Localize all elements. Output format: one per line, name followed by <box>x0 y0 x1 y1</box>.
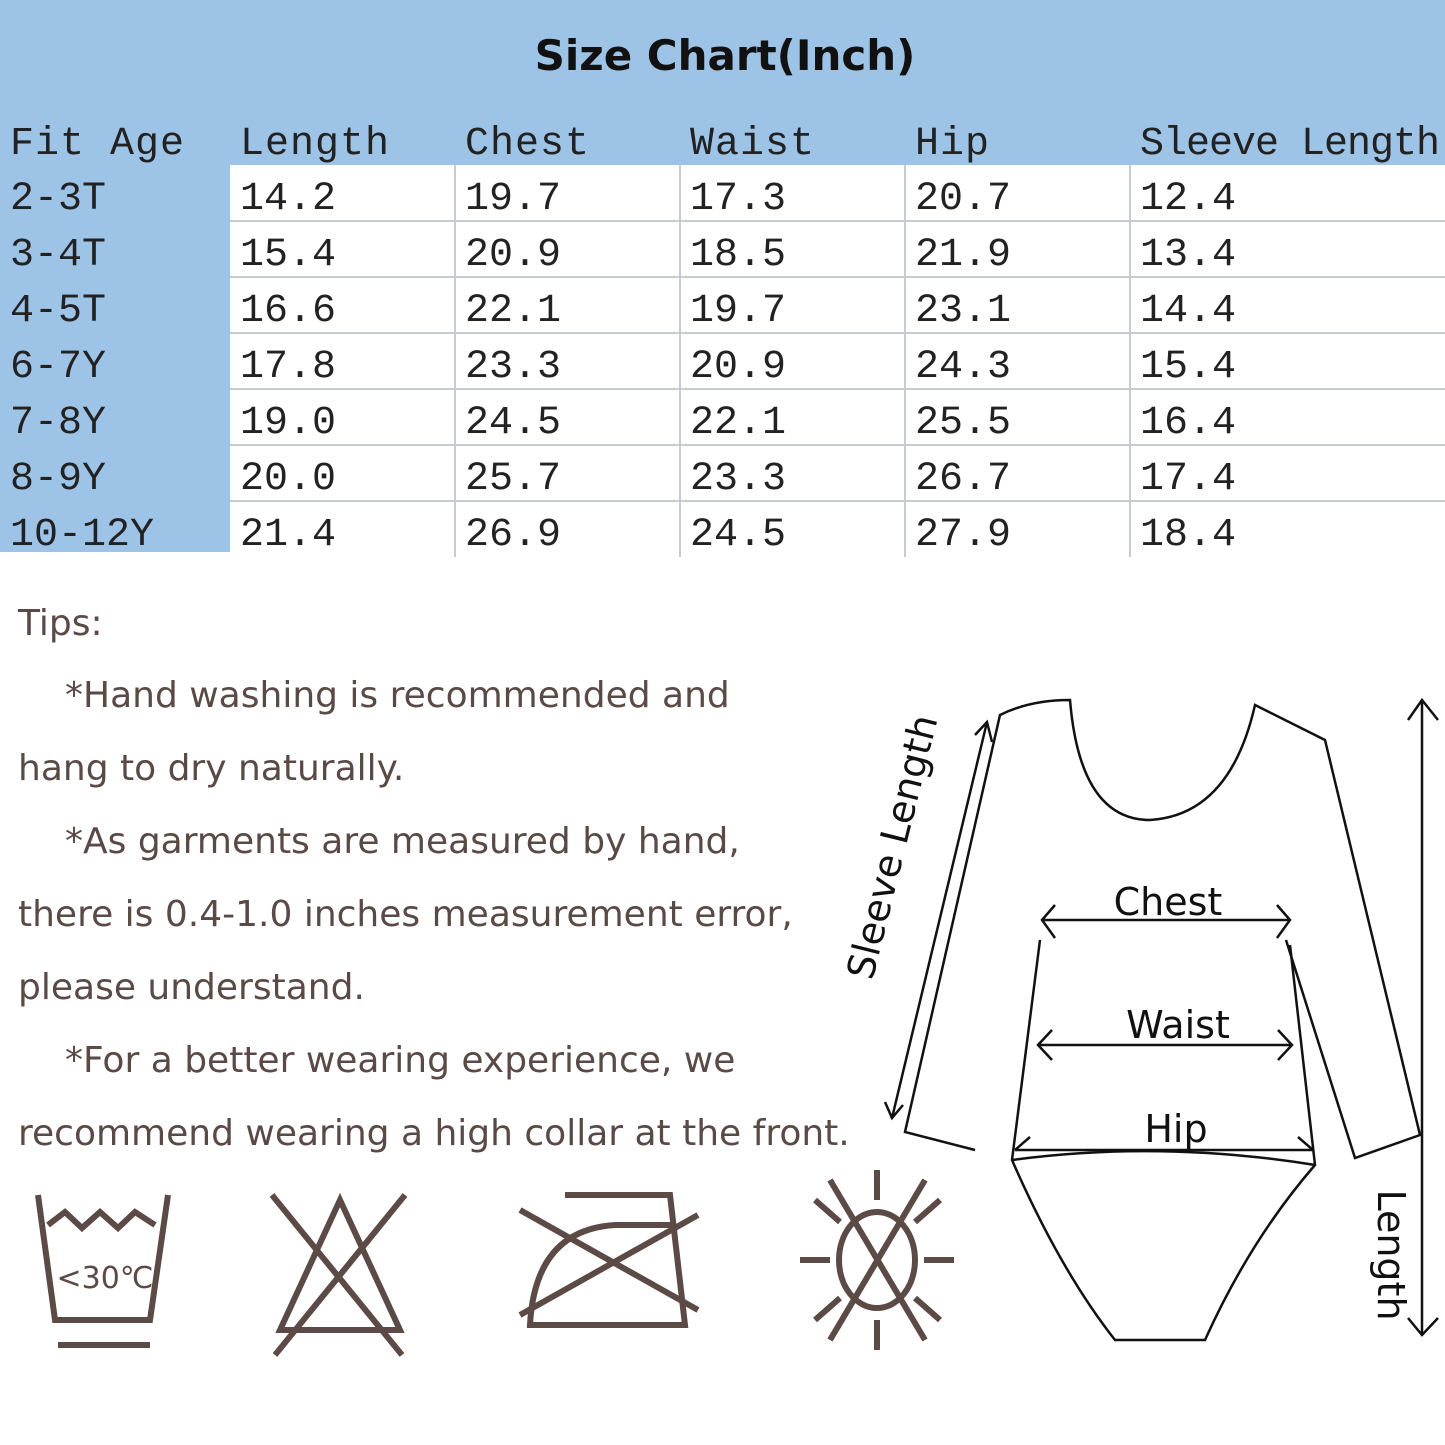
cell: 20.0 <box>240 457 336 502</box>
cell: 16.6 <box>240 289 336 334</box>
cell: 23.1 <box>915 289 1011 334</box>
tip-line: *As garments are measured by hand, <box>65 821 740 862</box>
cell: 22.1 <box>690 401 786 446</box>
wash-temp: <30℃ <box>56 1261 153 1296</box>
cell: 26.7 <box>915 457 1011 502</box>
hip-label: Hip <box>1144 1107 1207 1151</box>
cell: 7-8Y <box>10 401 106 446</box>
header-cell: Sleeve Length <box>1140 122 1439 167</box>
tip-line: hang to dry naturally. <box>18 748 404 789</box>
cell: 13.4 <box>1140 233 1236 278</box>
cell: 3-4T <box>10 233 106 278</box>
cell: 21.9 <box>915 233 1011 278</box>
cell: 15.4 <box>240 233 336 278</box>
tips-title: Tips: <box>17 603 103 644</box>
header-cell: Hip <box>915 122 990 167</box>
chest-label: Chest <box>1114 880 1223 924</box>
cell: 19.7 <box>690 289 786 334</box>
tip-line: *Hand washing is recommended and <box>65 675 730 716</box>
length-label: Length <box>1369 1189 1413 1320</box>
cell: 14.4 <box>1140 289 1236 334</box>
tip-line: please understand. <box>18 967 365 1008</box>
cell: 19.0 <box>240 401 336 446</box>
waist-label: Waist <box>1126 1003 1230 1047</box>
cell: 24.5 <box>690 513 786 558</box>
cell: 24.5 <box>465 401 561 446</box>
cell: 22.1 <box>465 289 561 334</box>
cell: 14.2 <box>240 177 336 222</box>
cell: 20.7 <box>915 177 1011 222</box>
cell: 2-3T <box>10 177 106 222</box>
cell: 15.4 <box>1140 345 1236 390</box>
cell: 18.5 <box>690 233 786 278</box>
first-column-band <box>0 165 230 552</box>
tip-line: there is 0.4-1.0 inches measurement erro… <box>18 894 793 935</box>
cell: 23.3 <box>465 345 561 390</box>
size-table: Fit Age Length Chest Waist Hip Sleeve Length 2… <box>10 122 1445 558</box>
cell: 25.7 <box>465 457 561 502</box>
cell: 24.3 <box>915 345 1011 390</box>
cell: 16.4 <box>1140 401 1236 446</box>
cell: 17.8 <box>240 345 336 390</box>
cell: 17.3 <box>690 177 786 222</box>
cell: 21.4 <box>240 513 336 558</box>
header-cell: Waist <box>690 122 815 167</box>
care-icons: <30℃ <box>35 1170 954 1357</box>
cell: 23.3 <box>690 457 786 502</box>
tip-line: recommend wearing a high collar at the f… <box>18 1113 850 1154</box>
tips: Tips: *Hand washing is recommended and han… <box>17 603 850 1154</box>
header-band <box>0 0 1445 165</box>
title: Size Chart(Inch) <box>535 31 916 80</box>
cell: 18.4 <box>1140 513 1236 558</box>
header-cell: Length <box>240 122 390 167</box>
header-cell: Fit Age <box>10 122 185 167</box>
cell: 27.9 <box>915 513 1011 558</box>
cell: 19.7 <box>465 177 561 222</box>
cell: 8-9Y <box>10 457 106 502</box>
cell: 26.9 <box>465 513 561 558</box>
garment-diagram: Chest Waist Hip Sleeve Length Length <box>838 697 1439 1342</box>
cell: 10-12Y <box>10 513 154 558</box>
cell: 25.5 <box>915 401 1011 446</box>
header-cell: Chest <box>465 122 590 167</box>
cell: 17.4 <box>1140 457 1236 502</box>
cell: 12.4 <box>1140 177 1236 222</box>
cell: 4-5T <box>10 289 106 334</box>
sleeve-label: Sleeve Length <box>838 710 946 983</box>
cell: 20.9 <box>690 345 786 390</box>
cell: 20.9 <box>465 233 561 278</box>
cell: 6-7Y <box>10 345 106 390</box>
tip-line: *For a better wearing experience, we <box>65 1040 735 1081</box>
